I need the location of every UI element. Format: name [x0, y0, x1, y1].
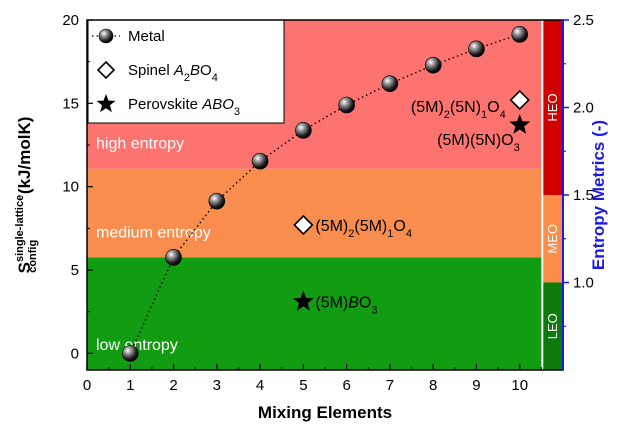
y-tick-label-3: 15: [62, 95, 79, 112]
markers: [121, 26, 531, 362]
perovskite-point-1: [509, 114, 531, 134]
legend-box: [87, 19, 285, 124]
x-tick-label-8: 8: [429, 377, 437, 394]
spinel-point-1: [509, 89, 530, 111]
x-tick-label-6: 6: [342, 377, 350, 394]
x-tick-label-1: 1: [126, 377, 134, 394]
band-0: [87, 257, 544, 370]
annotation-3: (5M)(5N)O3: [437, 132, 520, 154]
metric-label-1: MEO: [545, 224, 560, 254]
y-tick-label-2: 10: [62, 179, 79, 196]
legend-marker-perovskite: [96, 94, 116, 113]
x-tick-label-9: 9: [472, 377, 480, 394]
metal-point-5: [338, 96, 355, 114]
y-tick-label-1: 5: [71, 262, 79, 279]
legend-entry-0: Metal: [128, 28, 165, 45]
metal-point-8: [468, 40, 485, 58]
x-tick-label-10: 10: [511, 377, 528, 394]
axes: 0 1 2 3 4 5 6 7 8 9 10 0 5 10 15 20 1.0 1.5 2.0 2.5 Mixing E…: [14, 12, 608, 422]
metal-point-9: [511, 26, 529, 43]
x-tick-label-3: 3: [213, 377, 221, 394]
metric-bands: LEO MEO HEO: [543, 20, 562, 370]
metal-series-line: [129, 33, 520, 354]
metal-point-6: [381, 75, 399, 92]
band-1: [87, 168, 544, 258]
metric-band-1: [543, 195, 562, 283]
y2-tick-label-3: 2.5: [573, 12, 594, 29]
legend-marker-spinel: [96, 60, 116, 80]
x-tick-label-4: 4: [256, 377, 264, 394]
annotations: (5M)2(5M)1O4 (5M)BO3 (5M)2(5N)1O4 (5M)(5N)O…: [315, 99, 519, 317]
y-axis-title: Ssingle-latticeconfig (kJ/molK): [14, 117, 39, 274]
metal-point-2: [208, 192, 226, 210]
metal-point-1: [165, 249, 182, 266]
annotation-1: (5M)BO3: [315, 295, 377, 317]
band-labels: low entropy medium entropy high entropy: [96, 136, 211, 354]
metal-line-layer: [129, 33, 520, 354]
metric-band-2: [543, 20, 562, 195]
legend-entry-2: Perovskite ABO3: [128, 96, 240, 118]
spinel-point-0: [293, 214, 314, 236]
x-tick-label-0: 0: [83, 377, 91, 394]
legend-marker-metal: [98, 28, 114, 44]
perovskite-point-0: [292, 290, 314, 311]
y2-tick-label-1: 1.5: [573, 187, 594, 204]
x-tick-label-2: 2: [169, 377, 177, 394]
y2-tick-label-0: 1.0: [573, 275, 594, 292]
annotation-2: (5M)2(5N)1O4: [411, 99, 506, 121]
y2-axis-title: Entropy Metrics (-): [589, 120, 608, 270]
metric-label-2: HEO: [545, 93, 560, 121]
y-tick-label-4: 20: [62, 12, 79, 29]
x-tick-label-5: 5: [299, 377, 307, 394]
band-label-2: high entropy: [96, 136, 184, 153]
metal-point-7: [424, 56, 442, 74]
band-label-1: medium entropy: [96, 224, 211, 241]
legend: Metal Spinel A2BO4 Perovskite ABO3: [87, 19, 285, 124]
metric-label-0: LEO: [545, 313, 560, 339]
metal-point-4: [295, 122, 312, 139]
metal-point-3: [251, 152, 269, 170]
x-axis-title: Mixing Elements: [258, 403, 392, 422]
metric-band-0: [543, 282, 562, 370]
y-tick-label-0: 0: [71, 345, 79, 362]
annotation-0: (5M)2(5M)1O4: [315, 218, 412, 240]
metric-separator: [541, 20, 544, 370]
legend-entry-1: Spinel A2BO4: [128, 62, 218, 84]
band-label-0: low entropy: [96, 337, 178, 354]
x-tick-label-7: 7: [386, 377, 394, 394]
y2-tick-label-2: 2.0: [573, 100, 594, 117]
metal-point-0: [121, 345, 139, 362]
